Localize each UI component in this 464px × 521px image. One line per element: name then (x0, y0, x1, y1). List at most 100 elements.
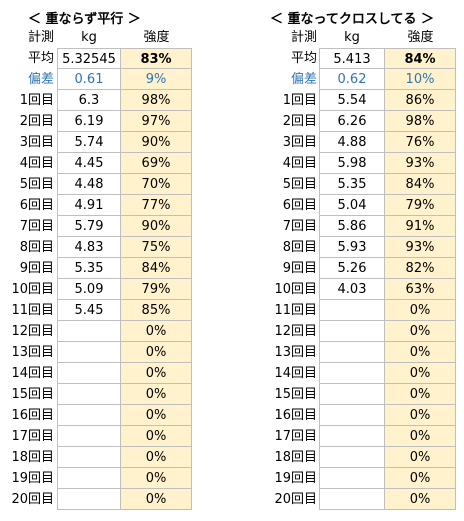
strength-cell[interactable]: 0% (121, 321, 192, 342)
strength-cell[interactable]: 0% (385, 426, 456, 447)
header-row: 計測 kg 強度 (246, 27, 456, 48)
strength-cell[interactable]: 0% (121, 426, 192, 447)
strength-cell[interactable]: 93% (385, 237, 456, 258)
kg-cell[interactable] (319, 447, 385, 468)
kg-cell[interactable]: 6.19 (57, 111, 121, 132)
deviation-strength-cell[interactable]: 10% (385, 69, 456, 90)
row-label: 12回目 (11, 324, 54, 339)
kg-cell[interactable]: 5.93 (319, 237, 385, 258)
strength-cell[interactable]: 90% (121, 216, 192, 237)
kg-cell[interactable] (57, 489, 121, 510)
strength-cell[interactable]: 0% (385, 447, 456, 468)
table-row: 18回目 0% (246, 447, 456, 468)
strength-cell[interactable]: 85% (121, 300, 192, 321)
kg-cell[interactable]: 6.3 (57, 90, 121, 111)
strength-cell[interactable]: 70% (121, 174, 192, 195)
kg-cell[interactable]: 4.03 (319, 279, 385, 300)
kg-cell[interactable]: 4.88 (319, 132, 385, 153)
average-strength-cell[interactable]: 83% (121, 48, 192, 69)
kg-cell[interactable]: 5.74 (57, 132, 121, 153)
strength-cell[interactable]: 93% (385, 153, 456, 174)
strength-cell[interactable]: 63% (385, 279, 456, 300)
table-row: 11回目 5.45 85% (0, 300, 210, 321)
table-row: 7回目 5.79 90% (0, 216, 210, 237)
kg-cell[interactable] (319, 321, 385, 342)
kg-cell[interactable]: 4.83 (57, 237, 121, 258)
kg-cell[interactable] (319, 342, 385, 363)
strength-cell[interactable]: 79% (121, 279, 192, 300)
kg-cell[interactable] (57, 426, 121, 447)
strength-cell[interactable]: 0% (385, 363, 456, 384)
strength-cell[interactable]: 75% (121, 237, 192, 258)
kg-cell[interactable] (57, 384, 121, 405)
strength-cell[interactable]: 0% (121, 489, 192, 510)
strength-cell[interactable]: 98% (385, 111, 456, 132)
kg-cell[interactable]: 6.26 (319, 111, 385, 132)
strength-cell[interactable]: 0% (385, 342, 456, 363)
deviation-kg-cell[interactable]: 0.62 (319, 69, 385, 90)
kg-cell[interactable] (319, 363, 385, 384)
strength-cell[interactable]: 0% (385, 321, 456, 342)
strength-cell[interactable]: 77% (121, 195, 192, 216)
strength-cell[interactable]: 79% (385, 195, 456, 216)
kg-cell[interactable] (57, 321, 121, 342)
kg-cell[interactable] (57, 468, 121, 489)
kg-cell[interactable]: 5.35 (319, 174, 385, 195)
strength-cell[interactable]: 0% (385, 300, 456, 321)
row-label: 2回目 (282, 114, 317, 129)
kg-cell[interactable]: 5.98 (319, 153, 385, 174)
kg-cell[interactable]: 5.35 (57, 258, 121, 279)
kg-cell[interactable]: 5.04 (319, 195, 385, 216)
kg-cell[interactable] (319, 300, 385, 321)
kg-cell[interactable]: 4.91 (57, 195, 121, 216)
kg-cell[interactable]: 5.26 (319, 258, 385, 279)
deviation-kg-cell[interactable]: 0.61 (57, 69, 121, 90)
strength-cell[interactable]: 0% (121, 363, 192, 384)
strength-cell[interactable]: 97% (121, 111, 192, 132)
table-row: 12回目 0% (246, 321, 456, 342)
kg-cell[interactable] (57, 405, 121, 426)
strength-cell[interactable]: 91% (385, 216, 456, 237)
average-strength-cell[interactable]: 84% (385, 48, 456, 69)
kg-cell[interactable] (57, 363, 121, 384)
kg-cell[interactable]: 5.79 (57, 216, 121, 237)
kg-cell[interactable]: 5.86 (319, 216, 385, 237)
kg-cell[interactable] (57, 342, 121, 363)
kg-cell[interactable] (319, 384, 385, 405)
kg-cell[interactable]: 5.09 (57, 279, 121, 300)
kg-cell[interactable] (319, 468, 385, 489)
strength-cell[interactable]: 0% (385, 405, 456, 426)
kg-cell[interactable] (319, 405, 385, 426)
strength-cell[interactable]: 82% (385, 258, 456, 279)
strength-cell[interactable]: 0% (385, 468, 456, 489)
strength-cell[interactable]: 0% (385, 384, 456, 405)
strength-cell[interactable]: 84% (385, 174, 456, 195)
strength-cell[interactable]: 0% (121, 468, 192, 489)
table-row: 7回目 5.86 91% (246, 216, 456, 237)
strength-cell[interactable]: 0% (121, 384, 192, 405)
strength-cell[interactable]: 84% (121, 258, 192, 279)
strength-cell[interactable]: 98% (121, 90, 192, 111)
strength-cell[interactable]: 76% (385, 132, 456, 153)
kg-cell[interactable]: 4.45 (57, 153, 121, 174)
kg-cell[interactable] (319, 426, 385, 447)
strength-cell[interactable]: 90% (121, 132, 192, 153)
strength-cell[interactable]: 69% (121, 153, 192, 174)
strength-cell[interactable]: 0% (121, 447, 192, 468)
strength-cell[interactable]: 86% (385, 90, 456, 111)
average-kg-cell[interactable]: 5.32545 (57, 48, 121, 69)
deviation-strength-cell[interactable]: 9% (121, 69, 192, 90)
strength-cell[interactable]: 0% (121, 342, 192, 363)
strength-cell[interactable]: 0% (121, 405, 192, 426)
kg-cell[interactable]: 5.45 (57, 300, 121, 321)
kg-cell[interactable] (57, 447, 121, 468)
row-label: 7回目 (282, 219, 317, 234)
average-kg-cell[interactable]: 5.413 (319, 48, 385, 69)
table-row: 18回目 0% (0, 447, 210, 468)
row-label: 11回目 (11, 303, 54, 318)
strength-cell[interactable]: 0% (385, 489, 456, 510)
kg-cell[interactable]: 5.54 (319, 90, 385, 111)
table-row: 19回目 0% (246, 468, 456, 489)
kg-cell[interactable] (319, 489, 385, 510)
kg-cell[interactable]: 4.48 (57, 174, 121, 195)
